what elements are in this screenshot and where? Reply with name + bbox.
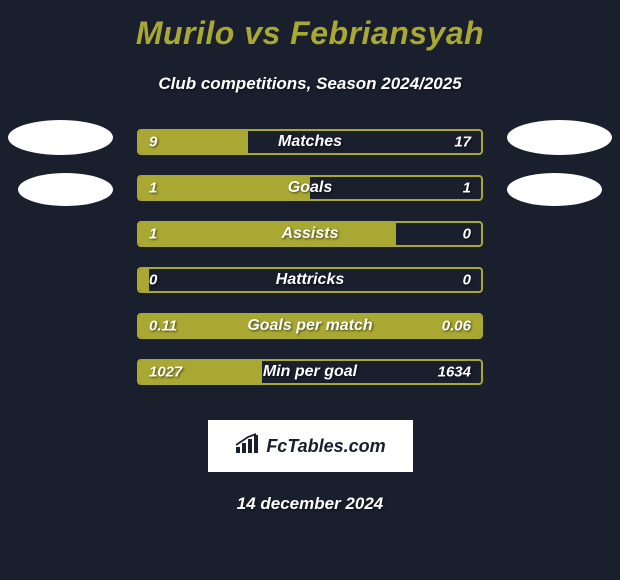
stat-bar: 1 Assists 0: [137, 221, 483, 247]
stat-value-left: 1: [149, 226, 157, 243]
stat-bar: 0.11 Goals per match 0.06: [137, 313, 483, 339]
logo-content: FcTables.com: [234, 433, 385, 460]
stat-value-left: 0.11: [149, 318, 177, 335]
stat-bar: 1027 Min per goal 1634: [137, 359, 483, 385]
stats-section: 9 Matches 17 1 Goals 1 1 Assists 0 0 Hattricks 0 0.1…: [0, 129, 620, 405]
stat-value-right: 0.06: [442, 318, 471, 335]
stat-value-right: 0: [463, 272, 471, 289]
stat-bar-fill-left: [139, 177, 310, 199]
stat-label: Goals per match: [247, 317, 372, 335]
logo-box[interactable]: FcTables.com: [208, 420, 413, 472]
stat-bar-fill-left: [139, 269, 149, 291]
stat-bar: 9 Matches 17: [137, 129, 483, 155]
stat-value-right: 0: [463, 226, 471, 243]
stat-bar: 0 Hattricks 0: [137, 267, 483, 293]
stat-bar-fill-left: [139, 223, 396, 245]
stat-label: Min per goal: [263, 363, 357, 381]
date-text: 14 december 2024: [237, 494, 384, 514]
page-title: Murilo vs Febriansyah: [136, 15, 484, 52]
stat-label: Goals: [288, 179, 332, 197]
stat-value-left: 1027: [149, 364, 182, 381]
main-container: Murilo vs Febriansyah Club competitions,…: [0, 0, 620, 524]
stat-value-left: 9: [149, 134, 157, 151]
stat-value-right: 1634: [438, 364, 471, 381]
stat-value-right: 1: [463, 180, 471, 197]
page-subtitle: Club competitions, Season 2024/2025: [158, 74, 461, 94]
stat-value-left: 1: [149, 180, 157, 197]
stat-label: Matches: [278, 133, 342, 151]
chart-icon: [234, 433, 260, 460]
logo-text: FcTables.com: [266, 436, 385, 457]
stat-value-left: 0: [149, 272, 157, 289]
stat-label: Assists: [282, 225, 339, 243]
stat-label: Hattricks: [276, 271, 344, 289]
stat-value-right: 17: [454, 134, 471, 151]
stat-bar: 1 Goals 1: [137, 175, 483, 201]
